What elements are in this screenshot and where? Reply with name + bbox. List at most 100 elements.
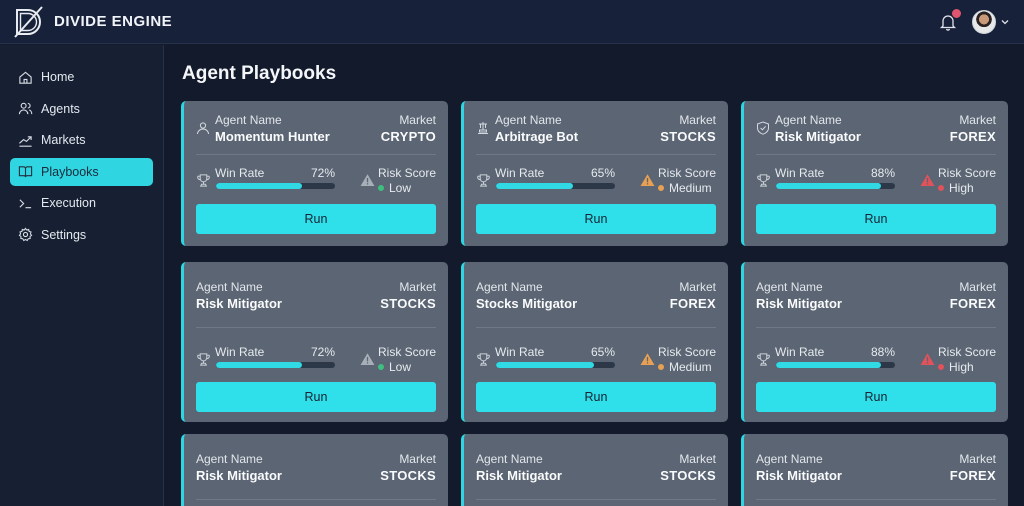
risk-status-dot bbox=[377, 364, 384, 370]
scale-icon bbox=[478, 122, 488, 134]
win-rate-bar bbox=[216, 362, 335, 368]
risk-score-label: Risk Score bbox=[937, 166, 996, 180]
market-label: Market bbox=[399, 113, 436, 127]
market-label: Market bbox=[679, 113, 716, 127]
win-rate-bar bbox=[216, 183, 335, 189]
agent-name: Stocks Mitigator bbox=[476, 296, 578, 311]
agent-name: Risk Mitigator bbox=[756, 296, 842, 311]
bell-icon bbox=[939, 14, 957, 31]
sidebar-item-home[interactable]: Home bbox=[10, 63, 153, 91]
market-value: STOCKS bbox=[380, 468, 436, 483]
market-value: FOREX bbox=[949, 296, 996, 311]
page-title: Agent Playbooks bbox=[182, 63, 337, 84]
risk-score-value: High bbox=[948, 181, 974, 195]
sidebar-item-agents[interactable]: Agents bbox=[10, 95, 153, 123]
sidebar-item-execution[interactable]: Execution bbox=[10, 189, 153, 217]
market-value: FOREX bbox=[669, 296, 716, 311]
win-rate-value: 88% bbox=[870, 166, 895, 180]
market-value: STOCKS bbox=[380, 296, 436, 311]
win-rate-value: 65% bbox=[590, 345, 615, 359]
trophy-icon bbox=[757, 353, 770, 366]
win-rate-bar-fill bbox=[776, 362, 881, 368]
risk-score-label: Risk Score bbox=[657, 166, 716, 180]
book-icon bbox=[18, 166, 33, 178]
market-label: Market bbox=[399, 452, 436, 466]
divide-engine-logo-icon bbox=[14, 5, 43, 38]
win-rate-label: Win Rate bbox=[775, 166, 825, 180]
gear-icon bbox=[18, 227, 33, 242]
warning-icon bbox=[920, 353, 935, 365]
top-bar: DIVIDE ENGINE bbox=[0, 0, 1024, 44]
sidebar-item-playbooks[interactable]: Playbooks bbox=[10, 157, 153, 186]
risk-score-value: Medium bbox=[668, 181, 712, 195]
market-value: FOREX bbox=[949, 468, 996, 483]
risk-status-dot bbox=[377, 185, 384, 191]
sidebar: Home Agents Markets Playbooks Execution … bbox=[0, 45, 164, 506]
terminal-icon bbox=[19, 198, 32, 208]
users-icon bbox=[18, 102, 33, 115]
playbook-card: Agent Name Risk Mitigator Market STOCKS … bbox=[181, 434, 448, 506]
sidebar-item-markets[interactable]: Markets bbox=[10, 126, 153, 154]
win-rate-value: 72% bbox=[310, 345, 335, 359]
market-value: CRYPTO bbox=[380, 129, 436, 144]
win-rate-value: 65% bbox=[590, 166, 615, 180]
trophy-icon bbox=[477, 174, 490, 187]
trend-icon bbox=[19, 135, 32, 147]
win-rate-bar-fill bbox=[216, 183, 302, 189]
run-button[interactable]: Run bbox=[476, 204, 716, 234]
agent-name: Momentum Hunter bbox=[215, 129, 330, 144]
trophy-icon bbox=[757, 174, 770, 187]
win-rate-value: 88% bbox=[870, 345, 895, 359]
user-menu[interactable] bbox=[972, 9, 1010, 34]
risk-score-label: Risk Score bbox=[377, 345, 436, 359]
agent-name-label: Agent Name bbox=[476, 280, 543, 294]
trophy-icon bbox=[197, 174, 210, 187]
sidebar-item-label: Settings bbox=[41, 227, 87, 242]
sidebar-item-label: Markets bbox=[41, 133, 86, 147]
agent-name-label: Agent Name bbox=[215, 113, 282, 127]
sidebar-item-settings[interactable]: Settings bbox=[10, 221, 153, 249]
agent-name: Risk Mitigator bbox=[196, 468, 282, 483]
market-label: Market bbox=[399, 280, 436, 294]
brand[interactable]: DIVIDE ENGINE bbox=[12, 5, 172, 39]
risk-score-label: Risk Score bbox=[377, 166, 436, 180]
agent-name: Risk Mitigator bbox=[476, 468, 562, 483]
divider bbox=[756, 327, 996, 328]
win-rate-label: Win Rate bbox=[495, 345, 545, 359]
run-button[interactable]: Run bbox=[756, 204, 996, 234]
trophy-icon bbox=[197, 353, 210, 366]
risk-status-dot bbox=[657, 364, 664, 370]
win-rate-label: Win Rate bbox=[215, 166, 265, 180]
run-button[interactable]: Run bbox=[196, 382, 436, 412]
win-rate-bar-fill bbox=[216, 362, 302, 368]
run-button[interactable]: Run bbox=[476, 382, 716, 412]
risk-status-dot bbox=[937, 185, 944, 191]
agent-name: Risk Mitigator bbox=[756, 468, 842, 483]
playbook-card: Agent Name Risk Mitigator Market STOCKS … bbox=[461, 434, 728, 506]
agent-name-label: Agent Name bbox=[196, 452, 263, 466]
warning-icon bbox=[640, 174, 655, 186]
agent-name-label: Agent Name bbox=[775, 113, 842, 127]
sidebar-item-label: Execution bbox=[41, 196, 96, 210]
avatar bbox=[972, 9, 996, 34]
trophy-icon bbox=[477, 353, 490, 366]
playbook-card: Agent Name Risk Mitigator Market FOREX W… bbox=[741, 262, 1008, 422]
run-button[interactable]: Run bbox=[196, 204, 436, 234]
win-rate-bar bbox=[496, 362, 615, 368]
playbook-card: Agent Name Risk Mitigator Market FOREX W… bbox=[741, 434, 1008, 506]
win-rate-label: Win Rate bbox=[775, 345, 825, 359]
notifications-button[interactable] bbox=[938, 8, 961, 32]
warning-icon bbox=[360, 353, 375, 365]
risk-score-value: Medium bbox=[668, 360, 712, 374]
agent-name: Risk Mitigator bbox=[196, 296, 282, 311]
notification-badge bbox=[952, 8, 961, 18]
win-rate-bar-fill bbox=[496, 183, 574, 189]
run-button[interactable]: Run bbox=[756, 382, 996, 412]
sidebar-item-label: Agents bbox=[41, 101, 80, 116]
risk-score-label: Risk Score bbox=[657, 345, 716, 359]
warning-icon bbox=[360, 174, 375, 186]
agent-name-label: Agent Name bbox=[756, 452, 823, 466]
win-rate-bar bbox=[776, 362, 895, 368]
user-icon bbox=[197, 122, 209, 135]
warning-icon bbox=[920, 174, 935, 186]
